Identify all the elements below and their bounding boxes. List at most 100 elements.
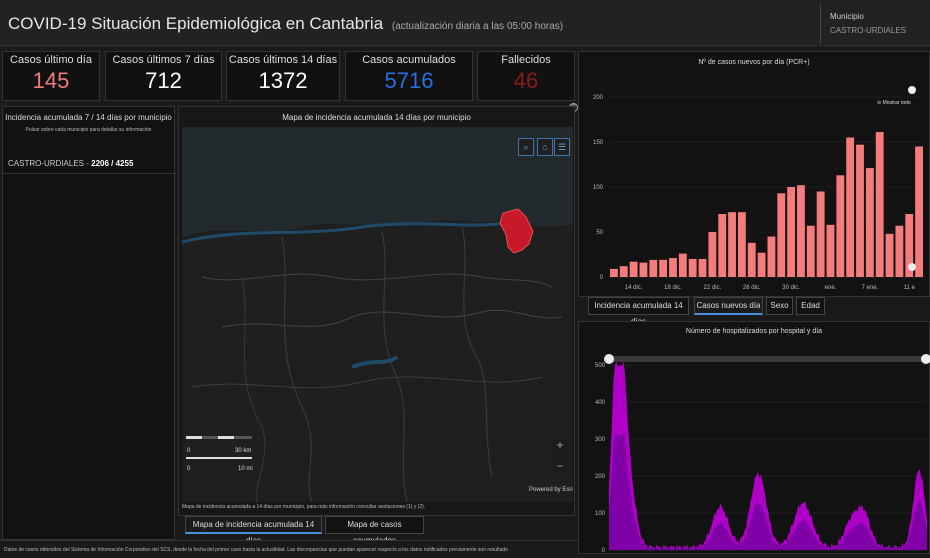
- bar: [875, 132, 884, 277]
- zoom-out-button[interactable]: −: [553, 459, 567, 474]
- page-subtitle: (actualización diaria a las 05:00 horas): [391, 21, 564, 32]
- kpi-value: 712: [145, 68, 182, 93]
- chart-title: Nº de casos nuevos por día (PCR+): [698, 59, 810, 66]
- divider: [3, 173, 176, 174]
- tab-sexo[interactable]: Sexo: [766, 297, 793, 315]
- x-tick-label: 30 dic.: [782, 285, 800, 291]
- bar: [905, 214, 914, 277]
- kpi-label: Casos últimos 14 días: [228, 54, 338, 66]
- map-title: Mapa de incidencia acumulada 14 días por…: [282, 113, 471, 122]
- kpi-casos-acumulados: Casos acumulados 5716: [345, 51, 473, 101]
- tab-casos-nuevos[interactable]: Casos nuevos día: [694, 297, 763, 315]
- zoom-icon: ⊖: [877, 100, 882, 106]
- bar: [846, 137, 855, 277]
- incidence-list-title: Incidencia acumulada 7 / 14 días por mun…: [5, 113, 172, 122]
- x-tick-label: 14 dic.: [625, 285, 643, 291]
- chart-title: Número de hospitalizados por hospital y …: [685, 328, 823, 335]
- road-line: [381, 231, 408, 502]
- kpi-casos-7-dias: Casos últimos 7 días 712: [105, 51, 222, 101]
- x-tick-label: 7 ene.: [862, 285, 879, 291]
- bar: [826, 224, 835, 277]
- map-panel: Mapa de incidencia acumulada 14 días por…: [178, 106, 575, 516]
- slider-handle-icon: [908, 86, 916, 94]
- bar: [856, 144, 864, 277]
- bar: [787, 187, 796, 277]
- y-tick-label: 200: [595, 474, 606, 480]
- bar: [659, 259, 668, 277]
- bar: [698, 259, 707, 277]
- coastline: [182, 221, 503, 244]
- kpi-casos-14-dias: Casos últimos 14 días 1372: [226, 51, 340, 101]
- kpi-value: 46: [513, 68, 539, 93]
- page-title: COVID-19 Situación Epidemiológica en Can…: [8, 14, 563, 34]
- chart-casos-nuevos-panel: Nº de casos nuevos por día (PCR+) 0 50 100…: [578, 51, 930, 297]
- kpi-label: Fallecidos: [501, 54, 551, 66]
- bar: [797, 185, 805, 277]
- municipio-value[interactable]: CASTRO-URDIALES: [830, 26, 907, 35]
- scale-segment: [186, 436, 202, 439]
- map-note: Mapa de incidencia acumulada a 14 días p…: [182, 504, 426, 510]
- kpi-label: Casos últimos 7 días: [112, 54, 215, 66]
- area-series: [609, 433, 927, 550]
- tab-incidencia-14[interactable]: Mapa de incidencia acumulada 14 días: [185, 516, 322, 545]
- bar: [728, 212, 736, 277]
- bar: [619, 266, 628, 277]
- scale-km: 30 km: [235, 448, 252, 454]
- tab-incidencia-chart[interactable]: Incidencia acumulada 14 días: [588, 297, 689, 326]
- x-tick-label: 22 dic.: [704, 285, 722, 291]
- range-slider: [609, 356, 927, 362]
- kpi-label: Casos acumulados: [362, 54, 456, 66]
- kpi-value: 5716: [384, 68, 434, 93]
- road-line: [191, 376, 543, 389]
- list-item-value: 2206 / 4255: [91, 159, 134, 168]
- y-tick-label: 0: [602, 548, 606, 554]
- y-tick-label: 300: [595, 437, 606, 443]
- kpi-value: 1372: [258, 68, 308, 93]
- slider-handle-icon: [908, 263, 916, 271]
- municipio-selector[interactable]: Municipio CASTRO-URDIALES: [820, 4, 930, 44]
- scale-segment: [234, 436, 252, 439]
- search-icon[interactable]: ⌕: [518, 138, 534, 156]
- reservoir: [351, 355, 399, 369]
- tab-casos-acumulados[interactable]: Mapa de casos acumulados: [325, 516, 424, 545]
- bar: [915, 146, 923, 277]
- bar: [865, 168, 874, 277]
- kpi-value: 145: [32, 68, 70, 93]
- bar: [708, 232, 717, 277]
- y-tick-label: 100: [595, 511, 606, 517]
- bar: [777, 193, 786, 277]
- municipio-label: Municipio: [830, 12, 864, 21]
- road-line: [461, 226, 493, 478]
- municipality-highlight[interactable]: [499, 208, 534, 254]
- scale-mi: 10 mi: [238, 466, 253, 472]
- chart-casos-nuevos: 0 50 100 150 200 14 dic. 18 dic. 22 dic. 26 dic.…: [593, 86, 924, 291]
- y-tick-label: 0: [600, 275, 604, 281]
- list-icon[interactable]: ☰: [554, 138, 570, 156]
- scale-zero: 0: [187, 466, 191, 472]
- bar: [885, 233, 894, 277]
- scale-segment: [186, 457, 252, 459]
- x-tick-label: 26 dic.: [743, 285, 761, 291]
- bar: [737, 212, 746, 277]
- powered-by: Powered by Esri: [529, 487, 573, 493]
- zoom-in-button[interactable]: +: [553, 438, 567, 453]
- kpi-label: Casos último día: [10, 54, 92, 66]
- bar: [649, 259, 658, 277]
- slider-handle-icon: [604, 354, 614, 364]
- y-tick-label: 50: [596, 230, 603, 236]
- chart-hospitalizados: 0100200300400500abrjuloct2021abrjuloct20…: [595, 354, 930, 554]
- map-svg: [182, 127, 573, 502]
- bar: [678, 253, 687, 277]
- map-canvas[interactable]: [182, 127, 573, 502]
- incidence-list-panel: Incidencia acumulada 7 / 14 días por mun…: [2, 106, 176, 540]
- divider: [0, 540, 578, 541]
- reset-zoom-button[interactable]: ⊖ Mostrar todo: [877, 100, 911, 106]
- tab-edad[interactable]: Edad: [796, 297, 825, 315]
- road-line: [281, 236, 313, 502]
- bar: [816, 191, 825, 277]
- list-item[interactable]: CASTRO-URDIALES - 2206 / 4255: [8, 159, 133, 168]
- scale-segment: [218, 436, 234, 439]
- bar: [669, 258, 677, 277]
- y-tick-label: 500: [595, 363, 606, 369]
- home-icon[interactable]: ⌂: [537, 138, 553, 156]
